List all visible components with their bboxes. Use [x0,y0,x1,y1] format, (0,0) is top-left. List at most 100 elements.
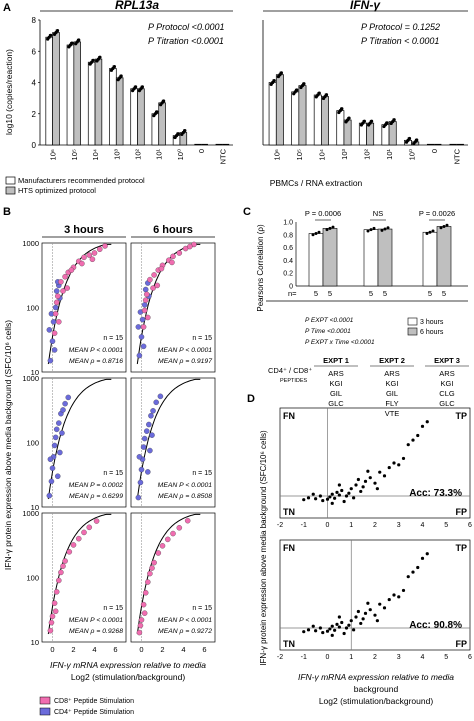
data-point [176,132,180,136]
data-point [162,99,166,103]
bar [87,61,96,146]
data-point [112,64,116,69]
d-point [378,470,382,474]
cd4-point [53,426,60,433]
c-data-point [328,226,332,230]
cd8-point [145,579,151,585]
c-data-point [372,226,376,230]
c-n-value: 5 [314,289,318,298]
d-point [328,495,332,499]
d-quadrant-tp: TP [455,543,467,553]
cd8-point [53,589,60,595]
d-xlabel-2: background [354,684,399,694]
d-point [333,496,337,500]
bar [291,91,300,146]
d-point [378,602,382,606]
b-n-label: n = 15 [103,605,123,612]
c-data-point [439,226,443,230]
d-x-tick-label: 6 [468,654,472,661]
cd4-point [149,432,155,438]
cd8-point [58,569,64,576]
d-point [416,565,420,570]
cd4-point [62,400,68,407]
cd4-point [136,454,143,460]
d-point [325,497,330,501]
c-data-point [311,233,315,237]
d-point [311,492,315,496]
cd8-point [149,565,155,571]
d-point [352,496,356,500]
c-peptide: GLC [328,399,344,408]
b-p-label: MEAN P < 0.0001 [158,617,213,624]
d-point [335,622,339,626]
d-point [311,624,315,628]
c-peptide: GIL [386,389,398,398]
b-y-tick-label: 100 [26,304,39,313]
data-point [392,118,396,122]
cd4-point [138,466,145,473]
data-point [55,29,60,33]
d-x-tick-label: 4 [421,522,425,529]
d-point [314,629,318,633]
panel-b: B 3 hours 6 hours IFN-γ protein expressi… [3,206,216,716]
b-x-tick-label: 2 [71,645,75,654]
cd8-point [147,570,153,577]
cd8-point [141,307,148,314]
cd4-point [140,444,147,450]
d-point [318,494,322,498]
d-point [302,630,306,634]
cd8-point [53,299,60,306]
c-y-tick-label: 0.8 [283,232,293,239]
d-point [416,433,420,438]
b-y-tick-label: 1000 [22,239,39,248]
a-x-tick-label: 10³ [340,149,349,160]
d-point [406,443,410,447]
c-expt-name: EXPT 3 [434,356,460,365]
d-point [337,493,341,497]
d-x-tick-label: -1 [301,522,307,529]
b-x-tick-label: 6 [113,645,117,654]
d-x-tick-label: 1 [349,522,353,529]
c-peptides-label-2: PEPTIDES [280,378,308,384]
cd8-point [76,535,82,542]
cd8-point [81,254,87,261]
cd4-point [50,319,57,325]
data-point [340,107,344,111]
d-point [361,485,365,489]
d-subplot: FN TP TN FP Acc: 73.3% -2 -1 0 1 2 3 4 5 6 [277,407,472,529]
b-col-title-1: 3 hours [64,224,104,236]
d-frame [279,539,471,651]
b-x-tick-label: 6 [202,645,206,654]
c-data-point [325,228,329,232]
bar [358,122,367,146]
d-x-tick-label: 4 [421,654,425,661]
d-x-tick-label: 0 [326,522,330,529]
d-x-tick-label: 1 [349,654,353,661]
d-point [354,615,358,619]
panel-a-ylabel: log10 (copies/reaction) [4,49,14,135]
c-y-tick-label: 0.6 [283,245,293,252]
a-y-tick-label: 4 [32,79,37,88]
c-n-label: n= [288,289,297,298]
cd8-point [184,517,191,524]
cd4-point [65,394,72,401]
d-x-tick-label: 5 [444,654,448,661]
data-point [415,138,419,142]
c-legend-1: 3 hours [420,319,444,326]
a-x-tick-label: 10² [363,149,372,160]
cd4-point [49,338,56,344]
d-point [361,617,365,621]
cd8-point [62,558,68,564]
panel-d: D IFN-γ protein expression above media b… [247,393,472,706]
b-rho-label: MEAN ρ = 0.9268 [69,628,123,635]
cd4-point [46,492,53,499]
cd4-point [143,428,150,434]
c-peptide: CLG [439,389,455,398]
a-x-tick-label: 10⁴ [317,149,326,161]
bar [115,77,124,146]
d-point [342,499,346,504]
b-subplot: n = 15 MEAN P < 0.0001 MEAN ρ = 0.8716 10 10… [22,239,127,377]
cd8-point [79,260,85,267]
c-data-point [383,227,387,231]
c-bar [436,226,452,287]
